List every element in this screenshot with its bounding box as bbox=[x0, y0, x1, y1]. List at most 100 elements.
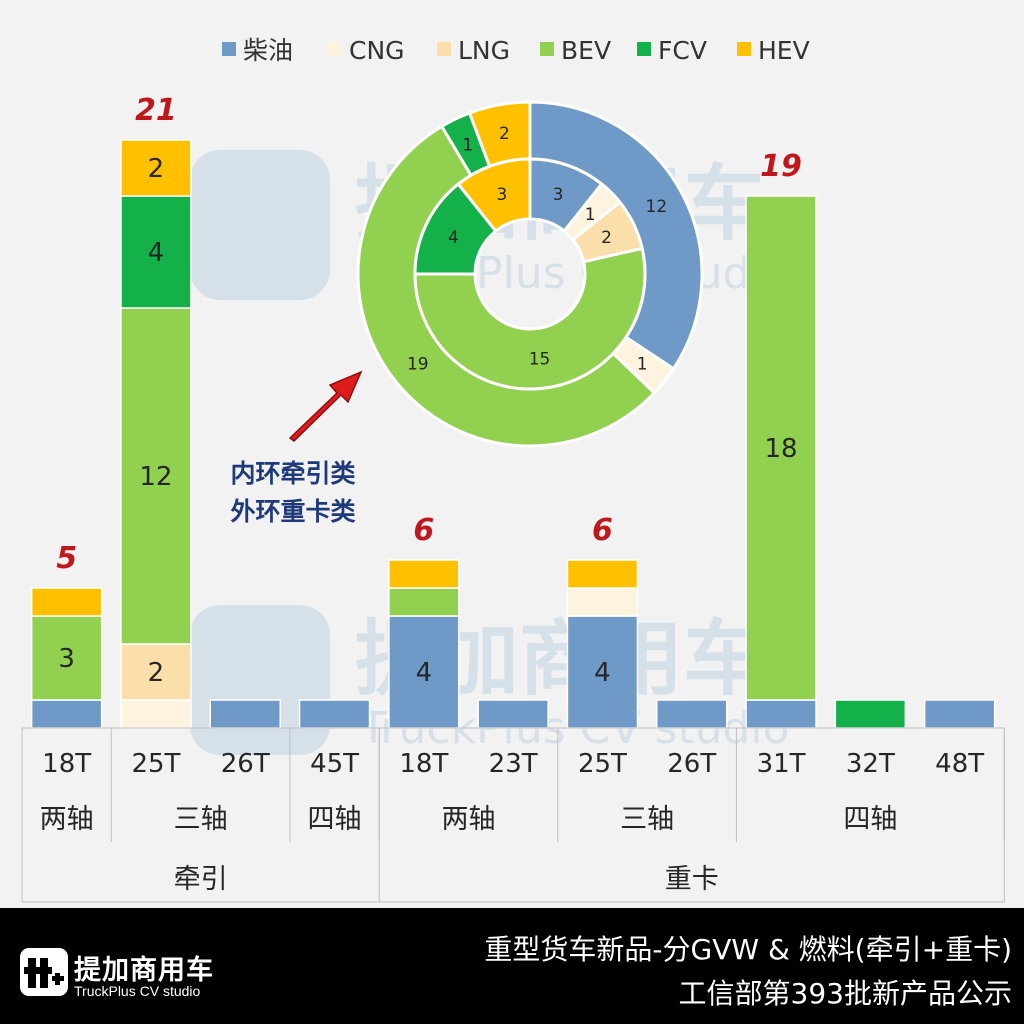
donut-slice-label: 1 bbox=[462, 136, 473, 156]
red-arrow-icon bbox=[288, 370, 363, 442]
x-tick-label: 23T bbox=[489, 749, 538, 779]
x-tick-label: 18T bbox=[42, 749, 91, 779]
x-tick-label: 45T bbox=[310, 749, 359, 779]
x-tick-label: 25T bbox=[131, 749, 180, 779]
bar-2 bbox=[120, 139, 192, 729]
bar-segment-hev bbox=[120, 139, 192, 197]
donut-slice-label: 1 bbox=[637, 354, 648, 374]
bar-total-label: 6 bbox=[592, 513, 613, 548]
bar-segment-hev bbox=[566, 559, 639, 589]
bar-segment-diesel bbox=[30, 699, 103, 729]
legend-item-lng: LNG bbox=[437, 36, 510, 65]
bar-segment-diesel bbox=[477, 699, 549, 729]
vehicle-type-label: 牵引 bbox=[174, 864, 228, 895]
legend-label: FCV bbox=[658, 36, 707, 65]
bar-segment-label: 12 bbox=[139, 462, 172, 492]
bar-1 bbox=[30, 587, 103, 729]
annotation-outer-ring: 外环重卡类 bbox=[230, 497, 356, 526]
legend-swatch bbox=[637, 42, 651, 56]
bar-6 bbox=[477, 699, 549, 729]
x-tick-label: 18T bbox=[399, 749, 448, 779]
bar-segment-label: 4 bbox=[148, 238, 165, 268]
bar-segment-diesel bbox=[745, 699, 817, 729]
bar-segment-diesel bbox=[566, 615, 639, 729]
watermark-logo-icon bbox=[190, 605, 330, 755]
legend-label: HEV bbox=[758, 36, 810, 65]
bar-10 bbox=[834, 699, 907, 729]
footer-logo-name: 提加商用车 bbox=[74, 955, 214, 986]
donut-slice-label: 4 bbox=[448, 228, 459, 248]
bar-segment-diesel bbox=[923, 699, 996, 729]
x-tick-label: 32T bbox=[846, 749, 895, 779]
donut-slice-hev bbox=[456, 157, 532, 234]
legend-swatch bbox=[540, 42, 554, 56]
legend-item-cng: CNG bbox=[328, 36, 405, 65]
bar-segment-label: 18 bbox=[765, 434, 798, 464]
donut-slice-label: 3 bbox=[553, 185, 564, 205]
bar-segment-label: 4 bbox=[594, 658, 611, 688]
bar-segment-hev bbox=[388, 559, 460, 589]
legend-label: CNG bbox=[349, 36, 405, 65]
legend-swatch bbox=[737, 42, 751, 56]
bar-segment-bev bbox=[388, 587, 460, 617]
legend-item-diesel: 柴油 bbox=[222, 36, 293, 65]
bar-segment-label: 2 bbox=[148, 154, 165, 184]
bar-4 bbox=[298, 699, 371, 729]
x-tick-label: 31T bbox=[757, 749, 806, 779]
bar-5 bbox=[388, 559, 460, 729]
bar-11 bbox=[923, 699, 996, 729]
bar-8 bbox=[656, 699, 728, 729]
category-axis: 18T 25T 26T 45T 18T 23T 25T 26T 31T 32T 48T 两轴 三轴 四轴 两… bbox=[21, 727, 1005, 903]
bar-segment-diesel bbox=[298, 699, 371, 729]
bar-segment-fcv bbox=[834, 699, 907, 729]
bar-segment-bev bbox=[30, 615, 103, 701]
axle-group-label: 四轴 bbox=[843, 804, 897, 835]
chart-legend: 柴油 CNG LNG BEV FCV HEV bbox=[222, 36, 810, 65]
donut-slice-label: 15 bbox=[529, 349, 551, 369]
bar-segment-label: 3 bbox=[58, 644, 75, 674]
axle-group-label: 两轴 bbox=[442, 804, 496, 835]
x-tick-label: 25T bbox=[578, 749, 627, 779]
bar-segment-cng bbox=[566, 587, 639, 617]
donut-slice-label: 1 bbox=[585, 205, 596, 225]
watermark-logo-icon bbox=[190, 150, 330, 300]
bar-7 bbox=[566, 559, 639, 729]
truckplus-logo-icon bbox=[20, 948, 68, 996]
donut-annotation: 内环牵引类 外环重卡类 bbox=[230, 370, 363, 526]
bar-segment-label: 2 bbox=[148, 658, 165, 688]
annotation-inner-ring: 内环牵引类 bbox=[230, 459, 356, 488]
bar-segment-hev bbox=[30, 587, 103, 617]
bar-3 bbox=[209, 699, 281, 729]
donut-slice-label: 12 bbox=[646, 197, 668, 217]
bar-9 bbox=[745, 195, 817, 729]
donut-slice-bev bbox=[413, 246, 647, 391]
legend-swatch bbox=[222, 42, 236, 56]
x-tick-label: 26T bbox=[221, 749, 270, 779]
donut-slice-label: 19 bbox=[407, 354, 429, 374]
legend-label: BEV bbox=[561, 36, 611, 65]
footer-title: 重型货车新品-分GVW & 燃料(牵引+重卡) bbox=[484, 933, 1012, 966]
donut-slice-label: 2 bbox=[499, 124, 510, 144]
legend-item-fcv: FCV bbox=[637, 36, 707, 65]
axle-group-label: 三轴 bbox=[174, 804, 228, 835]
bar-segment-label: 4 bbox=[416, 658, 433, 688]
donut-slice-label: 3 bbox=[497, 185, 508, 205]
bar-total-label: 5 bbox=[56, 541, 77, 576]
legend-swatch bbox=[328, 42, 342, 56]
bar-total-label: 21 bbox=[135, 93, 177, 128]
legend-item-hev: HEV bbox=[737, 36, 810, 65]
axle-group-label: 三轴 bbox=[620, 804, 674, 835]
x-tick-label: 48T bbox=[935, 749, 984, 779]
axle-group-label: 两轴 bbox=[40, 804, 94, 835]
legend-swatch bbox=[437, 42, 451, 56]
footer-subtitle: 工信部第393批新产品公示 bbox=[678, 977, 1012, 1010]
bar-total-label: 19 bbox=[760, 149, 802, 184]
legend-label: 柴油 bbox=[243, 36, 293, 65]
x-tick-label: 26T bbox=[667, 749, 716, 779]
bar-segment-diesel bbox=[388, 615, 460, 729]
